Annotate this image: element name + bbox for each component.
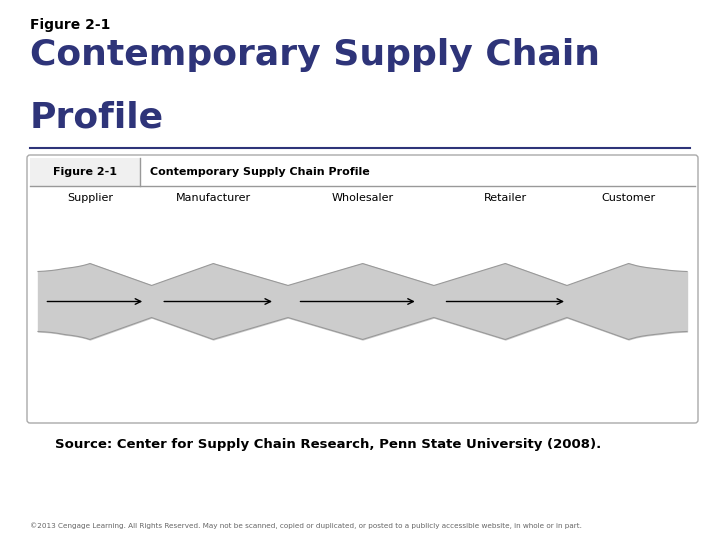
Text: Contemporary Supply Chain Profile: Contemporary Supply Chain Profile (150, 167, 370, 177)
Text: Profile: Profile (30, 100, 164, 134)
Text: Figure 2-1: Figure 2-1 (53, 167, 117, 177)
Text: Wholesaler: Wholesaler (331, 193, 394, 203)
Text: Contemporary Supply Chain: Contemporary Supply Chain (30, 38, 600, 72)
Text: Figure 2-1: Figure 2-1 (30, 18, 110, 32)
Bar (30, 158, 140, 186)
Text: Supplier: Supplier (67, 193, 113, 203)
Text: Retailer: Retailer (484, 193, 527, 203)
Text: Manufacturer: Manufacturer (176, 193, 251, 203)
Text: Source: Center for Supply Chain Research, Penn State University (2008).: Source: Center for Supply Chain Research… (55, 438, 601, 451)
Text: ©2013 Cengage Learning. All Rights Reserved. May not be scanned, copied or dupli: ©2013 Cengage Learning. All Rights Reser… (30, 522, 582, 529)
FancyBboxPatch shape (27, 155, 698, 423)
Text: Customer: Customer (601, 193, 656, 203)
